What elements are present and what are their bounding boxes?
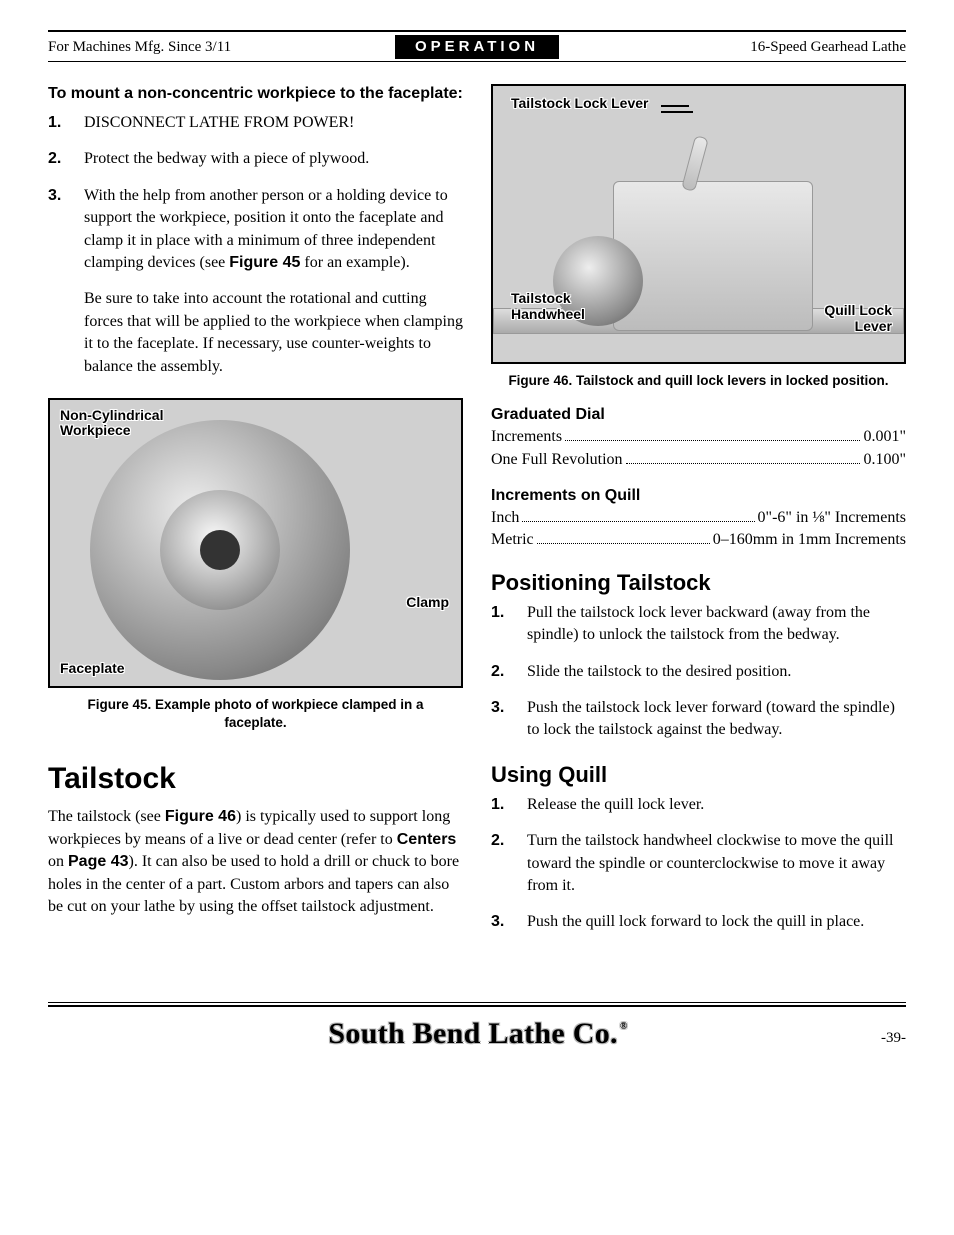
- leader-dots: [537, 543, 710, 544]
- positioning-steps: 1. Pull the tailstock lock lever backwar…: [491, 602, 906, 742]
- faceplate-steps: 1. DISCONNECT LATHE FROM POWER! 2. Prote…: [48, 112, 463, 378]
- spec-row: One Full Revolution 0.100": [491, 449, 906, 471]
- brand-text: South Bend Lathe Co.: [328, 1017, 617, 1050]
- step-number: 2.: [48, 148, 66, 170]
- arrow-line: [661, 105, 689, 107]
- step-text: Pull the tailstock lock lever backward (…: [527, 602, 906, 647]
- step-text: Release the quill lock lever.: [527, 794, 906, 816]
- step-number: 3.: [491, 911, 509, 933]
- spec-row: Increments 0.001": [491, 426, 906, 448]
- section-tab: OPERATION: [395, 35, 559, 59]
- rule-top-thin: [48, 61, 906, 62]
- step-item: 2. Protect the bedway with a piece of pl…: [48, 148, 463, 170]
- label-quill-lock: Quill Lock Lever: [824, 303, 892, 334]
- header-row: For Machines Mfg. Since 3/11 OPERATION 1…: [48, 35, 906, 59]
- left-column: To mount a non-concentric workpiece to t…: [48, 84, 463, 954]
- leader-dots: [522, 521, 754, 522]
- right-column: Tailstock Lock Lever Tailstock Handwheel…: [491, 84, 906, 954]
- spec-value: 0.100": [863, 449, 906, 471]
- positioning-tailstock-heading: Positioning Tailstock: [491, 570, 906, 596]
- step-text: Push the tailstock lock lever forward (t…: [527, 697, 906, 742]
- two-column-layout: To mount a non-concentric workpiece to t…: [48, 84, 906, 954]
- step-text: Slide the tailstock to the desired posit…: [527, 661, 906, 683]
- spec-label: Inch: [491, 507, 519, 529]
- step-number: 1.: [48, 112, 66, 134]
- spec-value: 0–160mm in 1mm Increments: [713, 529, 906, 551]
- spec-value: 0"-6" in ⅛" Increments: [758, 507, 906, 529]
- step-text: Protect the bedway with a piece of plywo…: [84, 148, 463, 170]
- footer-row: South Bend Lathe Co.® -39-: [48, 1017, 906, 1051]
- increments-quill-heading: Increments on Quill: [491, 487, 906, 505]
- figure-46: Tailstock Lock Lever Tailstock Handwheel…: [491, 84, 906, 364]
- step-text: Push the quill lock forward to lock the …: [527, 911, 906, 933]
- tailstock-intro: The tailstock (see Figure 46) is typical…: [48, 806, 463, 918]
- label-handwheel: Tailstock Handwheel: [511, 291, 585, 322]
- procedure-heading: To mount a non-concentric workpiece to t…: [48, 84, 463, 104]
- figure-45: Non-Cylindrical Workpiece Clamp Faceplat…: [48, 398, 463, 688]
- tailstock-heading: Tailstock: [48, 762, 463, 796]
- bore-graphic: [200, 530, 240, 570]
- step-text: With the help from another person or a h…: [84, 185, 463, 378]
- label-clamp: Clamp: [406, 595, 449, 610]
- step-number: 2.: [491, 661, 509, 683]
- step-item: 1. Pull the tailstock lock lever backwar…: [491, 602, 906, 647]
- step-text: DISCONNECT LATHE FROM POWER!: [84, 112, 463, 134]
- step-number: 1.: [491, 794, 509, 816]
- rule-top-thick: [48, 30, 906, 32]
- label-faceplate: Faceplate: [60, 661, 125, 676]
- rule-footer-thick: [48, 1005, 906, 1007]
- step-item: 1. DISCONNECT LATHE FROM POWER!: [48, 112, 463, 134]
- step-text: Turn the tailstock handwheel clockwise t…: [527, 830, 906, 897]
- step-number: 3.: [48, 185, 66, 378]
- step-text-extra: Be sure to take into account the rotatio…: [84, 288, 463, 378]
- step-item: 1. Release the quill lock lever.: [491, 794, 906, 816]
- using-quill-steps: 1. Release the quill lock lever. 2. Turn…: [491, 794, 906, 934]
- label-lock-lever: Tailstock Lock Lever: [511, 96, 648, 111]
- step-number: 3.: [491, 697, 509, 742]
- step-item: 3. Push the quill lock forward to lock t…: [491, 911, 906, 933]
- step-item: 2. Turn the tailstock handwheel clockwis…: [491, 830, 906, 897]
- step-item: 2. Slide the tailstock to the desired po…: [491, 661, 906, 683]
- step-item: 3. Push the tailstock lock lever forward…: [491, 697, 906, 742]
- page-number: -39-: [881, 1030, 906, 1047]
- figure-46-caption: Figure 46. Tailstock and quill lock leve…: [501, 372, 896, 390]
- spec-value: 0.001": [863, 426, 906, 448]
- using-quill-heading: Using Quill: [491, 762, 906, 788]
- spec-label: One Full Revolution: [491, 449, 623, 471]
- spec-row: Metric 0–160mm in 1mm Increments: [491, 529, 906, 551]
- spec-label: Increments: [491, 426, 562, 448]
- label-workpiece: Non-Cylindrical Workpiece: [60, 408, 163, 439]
- step-text-main: With the help from another person or a h…: [84, 187, 448, 271]
- header-right: 16-Speed Gearhead Lathe: [559, 39, 906, 56]
- figure-45-caption: Figure 45. Example photo of workpiece cl…: [58, 696, 453, 732]
- registered-mark: ®: [620, 1021, 628, 1032]
- header-left: For Machines Mfg. Since 3/11: [48, 39, 395, 56]
- spec-label: Metric: [491, 529, 534, 551]
- step-number: 1.: [491, 602, 509, 647]
- step-item: 3. With the help from another person or …: [48, 185, 463, 378]
- graduated-dial-heading: Graduated Dial: [491, 406, 906, 424]
- brand-logo: South Bend Lathe Co.®: [328, 1017, 625, 1051]
- leader-dots: [565, 440, 860, 441]
- step-number: 2.: [491, 830, 509, 897]
- spec-row: Inch 0"-6" in ⅛" Increments: [491, 507, 906, 529]
- tailstock-body-graphic: [613, 181, 813, 331]
- arrow-line: [661, 111, 693, 113]
- leader-dots: [626, 463, 861, 464]
- rule-footer-thin: [48, 1002, 906, 1003]
